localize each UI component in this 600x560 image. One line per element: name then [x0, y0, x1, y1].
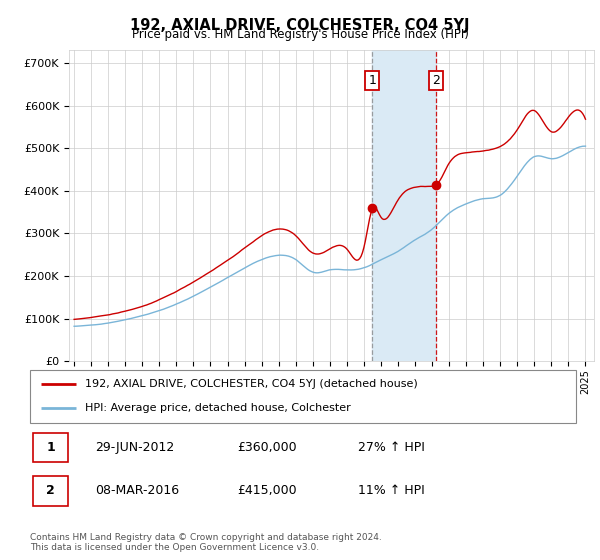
Text: 192, AXIAL DRIVE, COLCHESTER, CO4 5YJ: 192, AXIAL DRIVE, COLCHESTER, CO4 5YJ — [130, 18, 470, 33]
Text: 192, AXIAL DRIVE, COLCHESTER, CO4 5YJ (detached house): 192, AXIAL DRIVE, COLCHESTER, CO4 5YJ (d… — [85, 379, 418, 389]
Text: 2: 2 — [46, 484, 55, 497]
Text: 2: 2 — [433, 74, 440, 87]
Text: £415,000: £415,000 — [238, 484, 297, 497]
FancyBboxPatch shape — [33, 433, 68, 462]
Text: HPI: Average price, detached house, Colchester: HPI: Average price, detached house, Colc… — [85, 403, 350, 413]
Bar — [373, 50, 436, 361]
Text: 1: 1 — [46, 441, 55, 454]
Text: 29-JUN-2012: 29-JUN-2012 — [95, 441, 175, 454]
Text: This data is licensed under the Open Government Licence v3.0.: This data is licensed under the Open Gov… — [30, 543, 319, 552]
Text: 27% ↑ HPI: 27% ↑ HPI — [358, 441, 424, 454]
Text: Contains HM Land Registry data © Crown copyright and database right 2024.: Contains HM Land Registry data © Crown c… — [30, 533, 382, 542]
Text: 08-MAR-2016: 08-MAR-2016 — [95, 484, 179, 497]
Text: Price paid vs. HM Land Registry's House Price Index (HPI): Price paid vs. HM Land Registry's House … — [131, 28, 469, 41]
Text: £360,000: £360,000 — [238, 441, 297, 454]
FancyBboxPatch shape — [30, 370, 576, 423]
Text: 1: 1 — [368, 74, 376, 87]
FancyBboxPatch shape — [33, 476, 68, 506]
Text: 11% ↑ HPI: 11% ↑ HPI — [358, 484, 424, 497]
